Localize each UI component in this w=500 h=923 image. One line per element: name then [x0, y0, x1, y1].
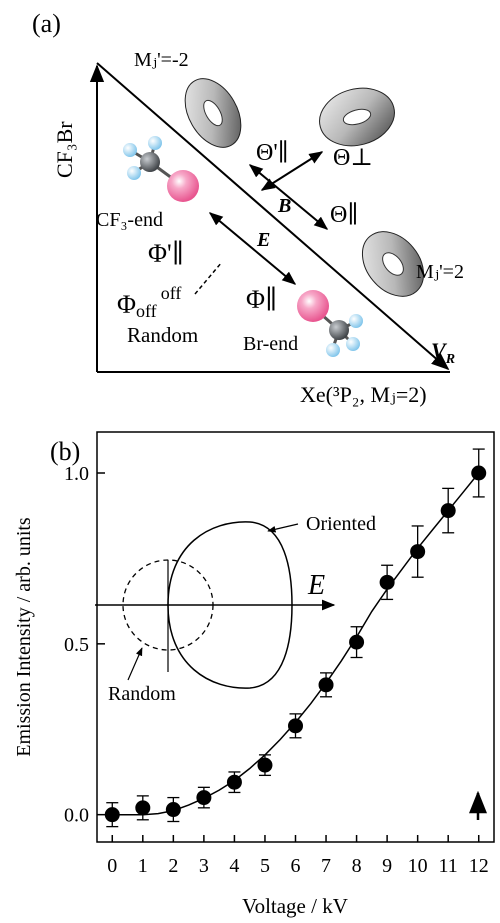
data-point	[471, 448, 487, 498]
br-end-label: Br-end	[243, 333, 298, 355]
data-point	[135, 795, 151, 821]
theta-par-prime-label: Θ'∥	[256, 140, 289, 166]
vr-label: VR	[431, 338, 455, 367]
panel-a-label: (a)	[32, 9, 61, 38]
y-axis: 0.0 0.5 1.0	[64, 463, 105, 827]
b-field-arrow	[248, 164, 329, 230]
fluorine-atom	[326, 343, 340, 357]
xe-axis-label: Xe(³P₂, Mⱼ=2)	[300, 382, 427, 407]
fluorine-atom	[123, 143, 137, 157]
panel-b: (b) 0.00.51.0 0 1 2 3 4 5 6 7 8 9 10 11 12 Emission …	[13, 431, 495, 918]
data-marker	[288, 718, 303, 734]
data-marker	[135, 800, 151, 816]
torus-upper-right	[319, 87, 395, 147]
data-point	[349, 626, 365, 659]
panel-a: (a) CF₃Br Xe(³P₂, Mⱼ=2) VR Mⱼ'=-2 Mⱼ'=2 …	[32, 9, 464, 407]
x-tick-label: 6	[291, 855, 301, 877]
x-tick-label: 5	[260, 855, 270, 877]
x-tick-label: 10	[408, 855, 428, 877]
x-tick-label: 2	[168, 855, 178, 877]
oriented-pointer	[267, 523, 299, 533]
y-axis-label: Emission Intensity / arb. units	[13, 517, 35, 757]
x-tick-label: 9	[382, 855, 392, 877]
data-marker	[379, 574, 395, 590]
carbon-atom	[329, 320, 349, 340]
data-point	[440, 487, 456, 534]
data-marker	[104, 807, 120, 823]
x-tick-label: 12	[469, 855, 489, 877]
plot-frame	[96, 431, 495, 843]
phi-off-label: Φoffoff	[117, 283, 181, 321]
e-field-arrow	[208, 212, 297, 285]
data-series	[104, 448, 487, 828]
torus-mj-plus	[361, 231, 425, 297]
data-marker	[165, 802, 181, 818]
data-point	[104, 802, 120, 828]
phi-off-dashed-line	[194, 261, 223, 295]
x-tick-label: 8	[352, 855, 362, 877]
data-marker	[471, 465, 487, 481]
data-marker	[410, 544, 426, 560]
phi-par-prime-label: Φ'∥	[148, 239, 184, 268]
random-distribution-curve	[122, 559, 214, 651]
y-tick-label: 0.0	[64, 805, 89, 827]
data-point	[379, 564, 395, 601]
x-tick-label: 4	[229, 855, 239, 877]
data-point	[196, 786, 212, 809]
x-axis: 0 1 2 3 4 5 6 7 8 9 10 11 12	[107, 835, 489, 877]
data-marker	[196, 790, 212, 806]
data-point	[318, 672, 334, 698]
cf3-end-label: CF₃-end	[96, 209, 163, 231]
fluorine-atom	[346, 337, 360, 351]
data-marker	[440, 503, 456, 519]
theta-par-label: Θ∥	[330, 202, 358, 228]
b-field-label: B	[277, 195, 291, 217]
random-label-a: Random	[127, 323, 198, 347]
fluorine-atom	[349, 314, 363, 328]
theta-perp-label: Θ⊥	[333, 145, 373, 171]
x-tick-label: 3	[199, 855, 209, 877]
mj-plus-label: Mⱼ'=2	[416, 261, 464, 283]
data-marker	[318, 677, 334, 693]
phi-par-label: Φ∥	[246, 285, 277, 314]
oriented-distribution-curve	[167, 521, 293, 689]
cf3br-axis-label: CF₃Br	[52, 121, 77, 178]
random-label-b: Random	[108, 683, 176, 705]
inset-e-label: E	[307, 570, 325, 601]
data-marker	[349, 634, 365, 650]
x-tick-label: 11	[439, 855, 458, 877]
carbon-atom	[140, 152, 160, 172]
panel-b-label: (b)	[50, 437, 80, 466]
molecule-br-end	[297, 290, 363, 357]
data-marker	[257, 757, 273, 773]
bromine-atom	[167, 170, 199, 202]
data-point	[288, 713, 303, 739]
polar-inset: Oriented E Random	[95, 513, 376, 705]
torus-mj-minus	[184, 78, 242, 148]
random-pointer	[127, 647, 143, 681]
data-marker	[226, 774, 242, 790]
x-axis-label: Voltage / kV	[242, 894, 348, 918]
y-tick-label: 1.0	[64, 463, 89, 485]
x-tick-label: 0	[107, 855, 117, 877]
fluorine-atom	[127, 166, 141, 180]
fluorine-atom	[148, 136, 162, 150]
molecule-cf3-end	[123, 136, 199, 202]
oriented-label: Oriented	[306, 513, 376, 535]
data-point	[226, 771, 242, 794]
y-tick-label: 0.5	[64, 634, 89, 656]
data-point	[410, 525, 426, 578]
e-field-label: E	[256, 229, 270, 251]
data-point	[165, 796, 181, 823]
bromine-atom	[297, 290, 329, 322]
x-tick-label: 7	[321, 855, 331, 877]
x-tick-label: 1	[138, 855, 148, 877]
data-point	[257, 754, 273, 777]
mj-minus-label: Mⱼ'=-2	[134, 49, 189, 71]
